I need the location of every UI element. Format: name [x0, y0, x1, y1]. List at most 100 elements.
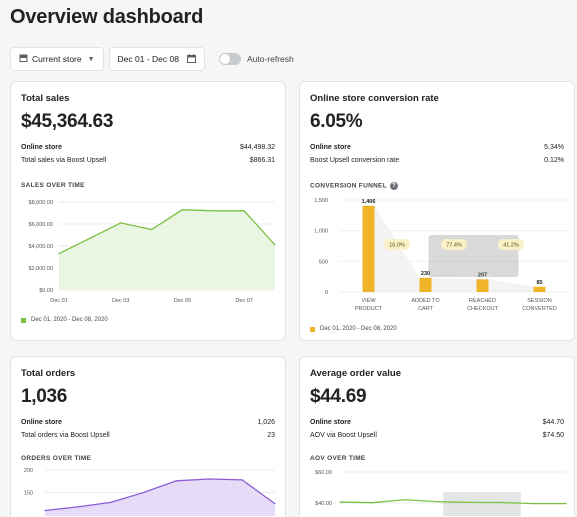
y-tick-label: $4,000.00: [29, 244, 53, 250]
data-point: [241, 479, 243, 481]
calendar-icon: [186, 53, 196, 65]
metric-value: 1,026: [257, 419, 275, 426]
metric-label: Online store: [21, 419, 62, 426]
x-tick-label: VIEW: [361, 298, 376, 304]
data-point: [77, 506, 79, 508]
card-title: Total orders: [21, 368, 76, 379]
data-point: [339, 501, 341, 503]
metric-row: Online store 1,026: [21, 419, 275, 426]
date-range-button[interactable]: Dec 01 - Dec 08: [108, 47, 205, 71]
store-icon: [19, 54, 28, 64]
metric-row: Total orders via Boost Upsell 23: [21, 432, 275, 439]
step-rate-label: 41.2%: [503, 243, 519, 249]
metric-value: $866.31: [249, 157, 275, 164]
step-rate-label: 16.0%: [389, 243, 405, 249]
data-point: [403, 499, 406, 501]
metric-row: Online store 5.34%: [310, 144, 564, 151]
y-tick-label: 150: [24, 491, 33, 497]
orders-chart: 150 200: [24, 468, 276, 516]
x-tick-label: ADDED TO: [411, 298, 440, 304]
funnel-chart: 0 500 1,000 1,500 1,406 VIEW PRODUCT 230 ADDED T…: [314, 198, 568, 312]
metric-value: 23: [267, 432, 275, 439]
step-rate-badge: [384, 239, 410, 250]
y-tick-label: $60.00: [315, 470, 332, 476]
legend-swatch: [21, 317, 26, 323]
x-tick-label: CART: [418, 306, 434, 312]
series-line: [44, 478, 276, 512]
card-value: 1,036: [21, 386, 68, 407]
step-rate-label: 77.4%: [446, 243, 462, 249]
y-tick-label: 1,500: [314, 198, 328, 204]
series-line: [339, 499, 566, 505]
conversion-card: Online store conversion rate 6.05% Onlin…: [299, 81, 575, 341]
data-point: [44, 509, 46, 512]
chart-label: CONVERSION FUNNEL?: [310, 182, 398, 190]
step-rate-badge: [498, 239, 524, 250]
x-tick-label: CHECKOUT: [467, 306, 499, 312]
store-select-label: Current store: [32, 54, 82, 64]
bar-value-label: 1,406: [362, 199, 376, 205]
y-tick-label: 0: [325, 290, 328, 296]
auto-refresh: Auto-refresh: [218, 53, 294, 65]
bar-value-label: 207: [478, 272, 487, 278]
data-point: [150, 228, 153, 231]
y-tick-label: $0.00: [39, 288, 53, 294]
data-point: [175, 480, 178, 482]
funnel-bar: [419, 277, 432, 292]
sales-chart: $0.00 $2,000.00 $4,000.00 $6,000.00 $8,000.0…: [29, 200, 276, 304]
legend-label: Dec 01, 2020 - Dec 08, 2020: [31, 317, 108, 323]
metric-label: Total sales via Boost Upsell: [21, 157, 107, 164]
store-select[interactable]: Current store ▼: [10, 47, 104, 71]
toolbar: Current store ▼ Dec 01 - Dec 08 Auto-ref…: [10, 47, 294, 71]
x-tick-label: REACHED: [469, 298, 496, 304]
card-title: Average order value: [310, 368, 401, 379]
metric-row: AOV via Boost Upsell $74.50: [310, 432, 564, 439]
x-tick-label: Dec 05: [174, 298, 191, 304]
chart-label: AOV OVER TIME: [310, 455, 366, 462]
card-title: Online store conversion rate: [310, 93, 439, 104]
data-point: [243, 210, 245, 212]
total-sales-card: Total sales $45,364.63 Online store $44,…: [10, 81, 286, 341]
area-fill: [59, 209, 275, 290]
funnel-bar: [362, 205, 375, 292]
help-icon[interactable]: ?: [389, 182, 398, 190]
funnel-connector: [431, 277, 477, 292]
aov-card: Average order value $44.69 Online store …: [299, 356, 575, 517]
auto-refresh-toggle[interactable]: [218, 53, 241, 65]
card-value: $44.69: [310, 386, 367, 407]
x-tick-label: PRODUCT: [355, 306, 383, 312]
y-tick-label: 1,000: [314, 229, 328, 235]
data-point: [274, 244, 276, 246]
date-range-label: Dec 01 - Dec 08: [117, 54, 179, 64]
data-point: [110, 501, 112, 503]
auto-refresh-label: Auto-refresh: [246, 54, 294, 64]
area-fill: [45, 479, 275, 516]
bar-value-label: 85: [536, 280, 542, 286]
y-tick-label: 500: [319, 259, 328, 265]
metric-label: AOV via Boost Upsell: [310, 432, 377, 439]
chart-label-text: CONVERSION FUNNEL: [310, 182, 387, 190]
data-point: [212, 210, 214, 212]
data-point: [58, 253, 60, 255]
data-point: [120, 222, 122, 224]
card-title: Total sales: [21, 93, 70, 104]
chart-label: SALES OVER TIME: [21, 182, 85, 189]
data-point: [181, 209, 184, 211]
series-line: [58, 209, 276, 255]
metric-value: 0.12%: [544, 157, 564, 164]
y-tick-label: $2,000.00: [29, 266, 53, 272]
x-tick-label: Dec 07: [235, 298, 252, 304]
data-point: [208, 478, 210, 480]
metric-row: Boost Upsell conversion rate 0.12%: [310, 157, 564, 164]
legend-label: Dec 01, 2020 - Dec 08, 2020: [320, 326, 397, 332]
bar-value-label: 230: [421, 271, 430, 277]
metric-label: Total orders via Boost Upsell: [21, 432, 110, 439]
funnel-connector: [488, 279, 534, 292]
x-tick-label: CONVERTED: [522, 306, 556, 312]
step-rate-badge: [441, 239, 467, 250]
metric-label: Online store: [21, 144, 62, 151]
total-orders-card: Total orders 1,036 Online store 1,026 To…: [10, 356, 286, 517]
funnel-bar: [533, 286, 546, 292]
metric-label: Boost Upsell conversion rate: [310, 157, 400, 164]
data-point: [468, 501, 470, 503]
